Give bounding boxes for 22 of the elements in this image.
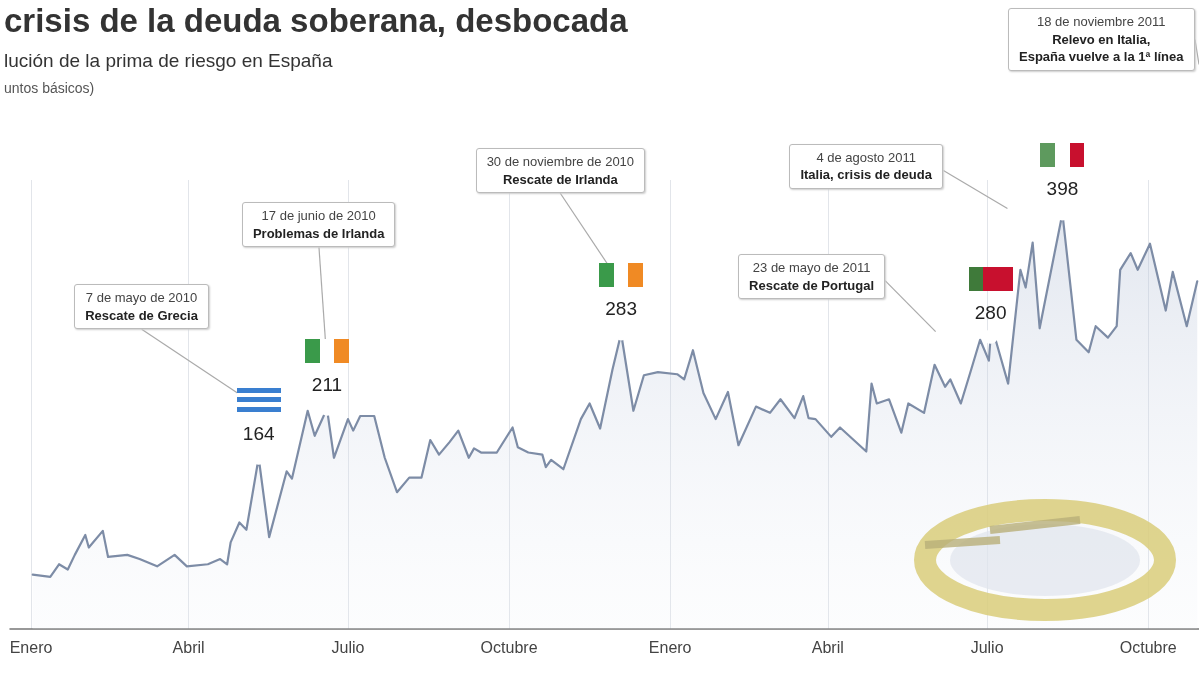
annotation: 7 de mayo de 2010 Rescate de Grecia xyxy=(74,284,209,330)
chart-subtitle: lución de la prima de riesgo en España xyxy=(4,50,333,72)
text: untos básicos) xyxy=(4,80,95,96)
data-label: 283 xyxy=(605,298,637,320)
annotation: 4 de agosto 2011 Italia, crisis de deuda xyxy=(789,143,943,189)
x-tick-label: Octubre xyxy=(1119,638,1177,656)
chart-title: crisis de la deuda soberana, desbocada xyxy=(4,2,628,40)
data-label: 398 xyxy=(1046,178,1079,200)
x-tick-label: Enero xyxy=(648,638,692,656)
data-label: 280 xyxy=(974,301,1007,323)
x-tick-label: Abril xyxy=(811,638,844,656)
annotation: 17 de junio de 2010 Problemas de Irlanda xyxy=(241,202,396,248)
text: 18 de noviembre 2011 Relevo en Italia, España vuelve a la 1ª línea xyxy=(1008,8,1195,71)
x-tick-label: Octubre xyxy=(480,638,538,656)
annotation: 23 de mayo de 2011 Rescate de Portugal xyxy=(738,254,886,300)
data-label: 164 xyxy=(242,422,275,444)
x-tick-label: Julio xyxy=(970,638,1004,656)
x-tick-label: Julio xyxy=(331,638,365,656)
data-label: 211 xyxy=(311,373,343,395)
annotation: 30 de noviembre de 2010 Rescate de Irlanda xyxy=(475,147,646,194)
x-tick-label: Abril xyxy=(172,638,205,656)
x-tick-label: Enero xyxy=(9,638,53,656)
